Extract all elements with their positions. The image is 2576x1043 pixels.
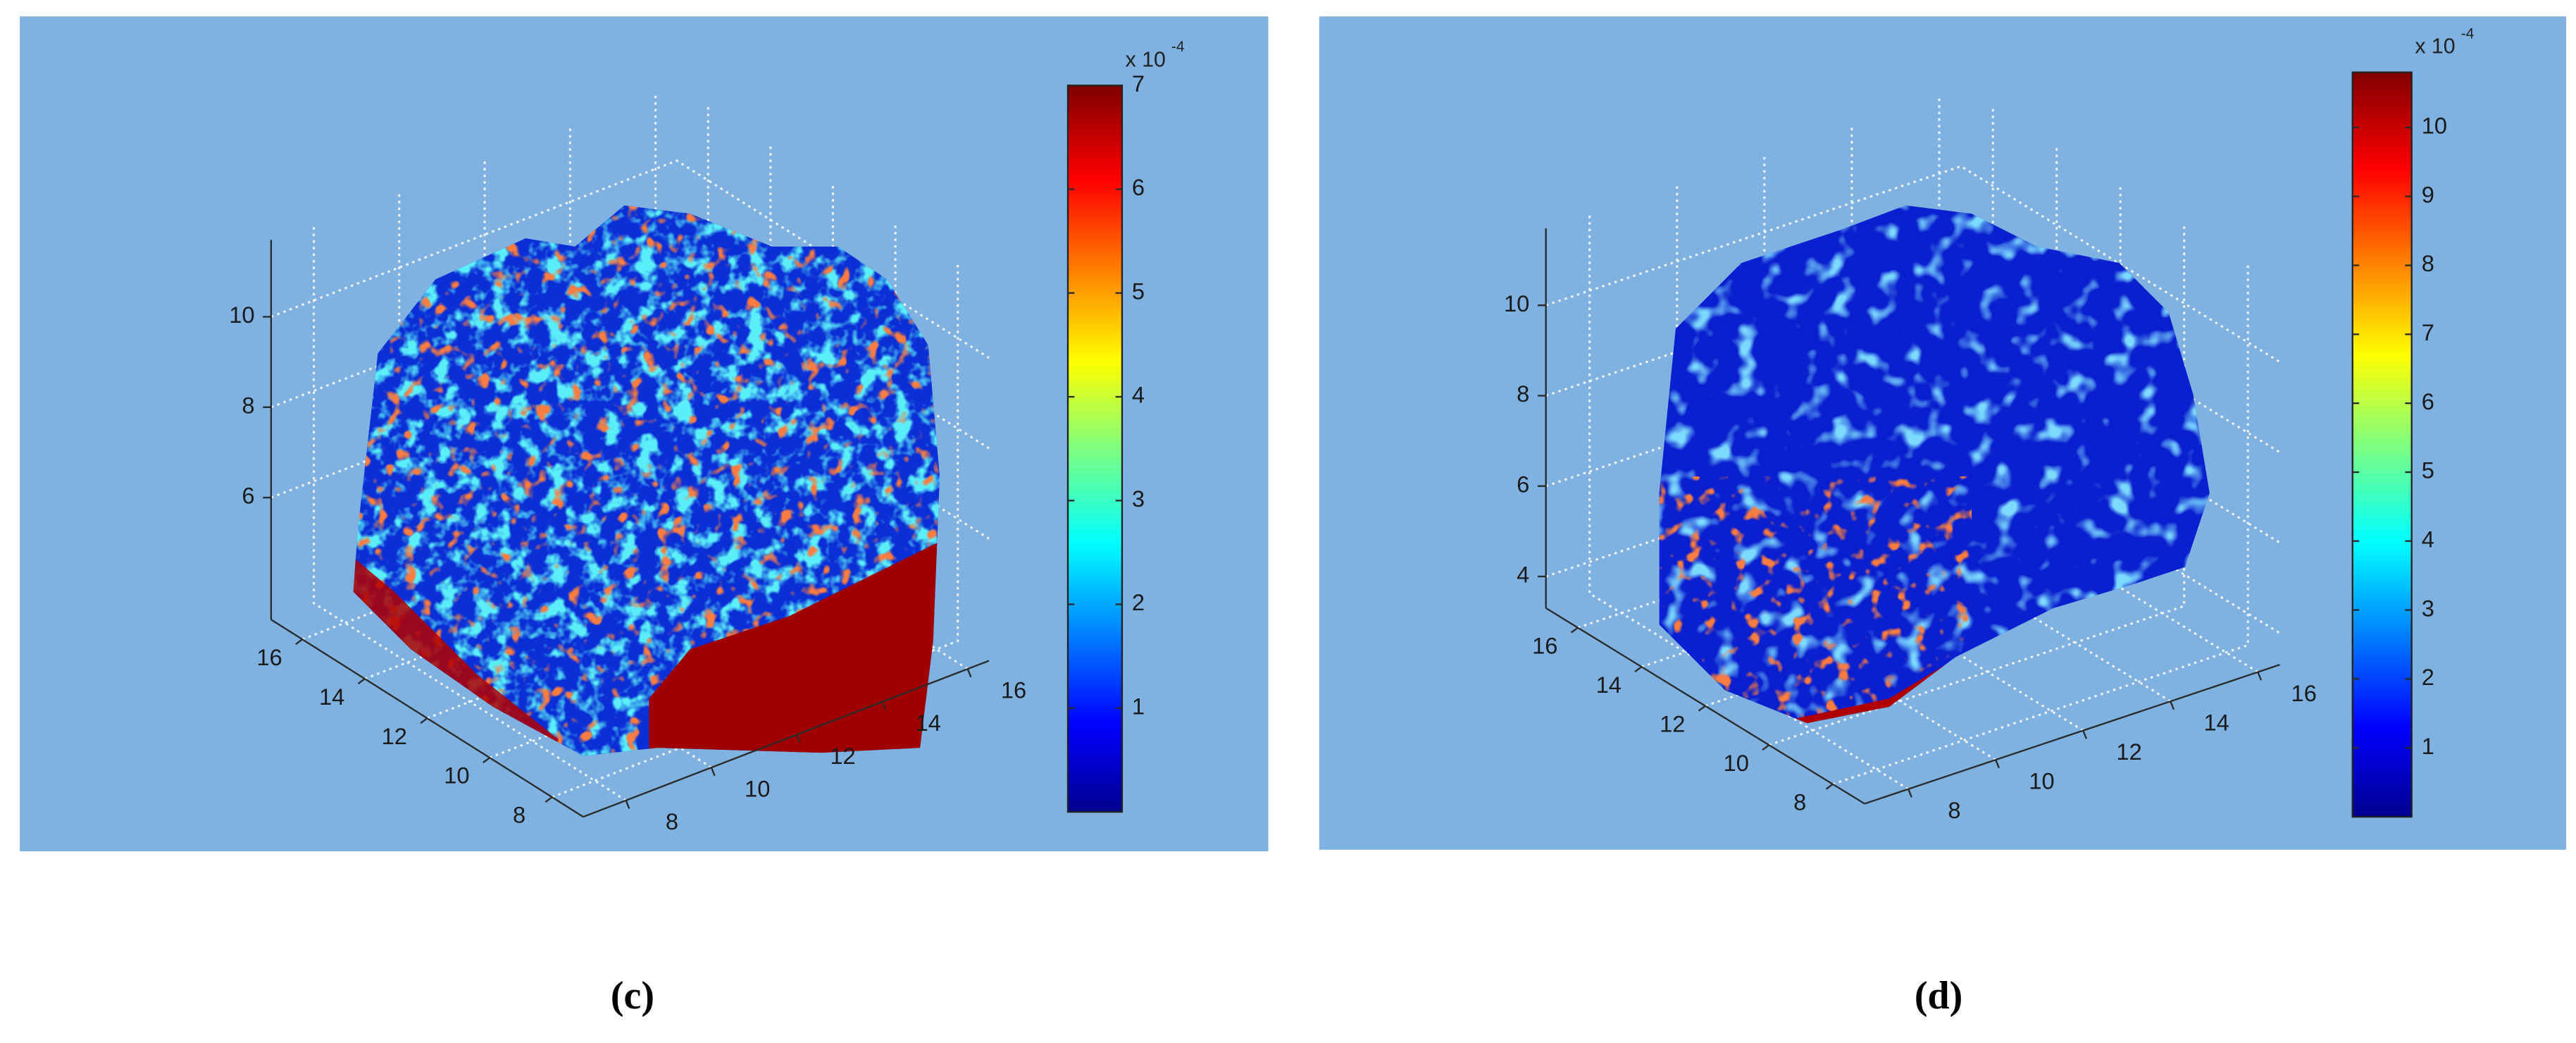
colorbar-multiplier: x 10 xyxy=(1126,48,1166,71)
colorbar-tick-label: 1 xyxy=(2422,733,2434,759)
grid-line xyxy=(313,223,627,802)
colorbar-tick-label: 2 xyxy=(1132,589,1145,615)
y-axis xyxy=(270,619,584,818)
grid-line xyxy=(1768,226,2186,746)
tick-mark xyxy=(796,734,801,743)
tick-mark xyxy=(1995,759,2000,769)
y-tick-label: 12 xyxy=(382,723,407,749)
y-tick-label: 14 xyxy=(319,684,344,710)
colorbar-tick-label: 7 xyxy=(1132,70,1145,97)
y-tick-label: 10 xyxy=(444,763,469,789)
colorbar-tick-label: 7 xyxy=(2422,319,2434,345)
colorbar-tick-label: 3 xyxy=(2422,595,2434,621)
colorbar xyxy=(1066,85,1124,813)
z-tick-label: 6 xyxy=(242,483,254,509)
caption: (c) xyxy=(611,974,654,1018)
y-axis xyxy=(1545,607,1865,805)
x-tick-label: 10 xyxy=(745,775,770,801)
x-tick-label: 8 xyxy=(666,808,678,834)
colorbar xyxy=(2351,71,2413,818)
tick-mark xyxy=(2170,701,2175,710)
x-tick-label: 12 xyxy=(830,743,855,769)
colorbar-tick-label: 3 xyxy=(1132,486,1145,512)
x-axis xyxy=(1864,664,2280,805)
tick-mark xyxy=(1908,789,1912,798)
z-tick-label: 4 xyxy=(1517,562,1529,588)
colorbar-exponent: -4 xyxy=(1171,39,1185,55)
grid-line xyxy=(1545,165,2281,363)
tick-mark xyxy=(483,757,490,764)
colorbar-tick-label: 8 xyxy=(2422,250,2434,276)
x-axis xyxy=(583,660,990,818)
tick-mark xyxy=(625,800,630,809)
z-tick-label: 6 xyxy=(1517,471,1529,497)
colorbar-tick-label: 1 xyxy=(1132,693,1145,719)
tick-mark xyxy=(1825,783,1834,790)
z-tick-label: 10 xyxy=(1504,290,1529,316)
colorbar-tick-label: 5 xyxy=(2422,457,2434,483)
x-tick-label: 8 xyxy=(1948,797,1960,823)
tick-mark xyxy=(545,796,553,803)
colorbar-tick-label: 2 xyxy=(2422,664,2434,690)
z-tick-label: 8 xyxy=(1517,381,1529,407)
caption: (d) xyxy=(1915,974,1962,1018)
tick-mark xyxy=(420,717,428,724)
tick-mark xyxy=(966,668,972,678)
y-tick-label: 12 xyxy=(1660,710,1685,736)
y-tick-label: 8 xyxy=(513,802,525,828)
x-tick-label: 14 xyxy=(916,710,941,736)
colorbar-multiplier: x 10 xyxy=(2415,35,2455,58)
y-tick-label: 16 xyxy=(1532,632,1557,658)
colorbar-tick-label: 6 xyxy=(1132,174,1145,200)
y-tick-label: 16 xyxy=(256,644,282,670)
tick-mark xyxy=(295,638,303,646)
x-tick-label: 16 xyxy=(1001,677,1026,703)
colorbar-tick-label: 5 xyxy=(1132,278,1145,304)
tick-mark xyxy=(1698,705,1706,712)
tick-mark xyxy=(2257,672,2263,681)
tick-mark xyxy=(1570,627,1579,634)
y-tick-label: 8 xyxy=(1793,789,1806,815)
y-tick-label: 14 xyxy=(1596,672,1622,698)
tick-mark xyxy=(881,701,887,710)
x-tick-label: 14 xyxy=(2203,709,2229,735)
colorbar-tick-label: 4 xyxy=(1132,382,1145,408)
colorbar-exponent: -4 xyxy=(2461,26,2475,42)
grid-line xyxy=(270,159,990,359)
z-tick-label: 10 xyxy=(229,302,254,328)
x-tick-label: 12 xyxy=(2116,739,2141,765)
colorbar-tick-label: 9 xyxy=(2422,181,2434,207)
y-tick-label: 10 xyxy=(1724,750,1749,776)
x-tick-label: 16 xyxy=(2291,680,2317,706)
colorbar-tick-label: 6 xyxy=(2422,388,2434,414)
tick-mark xyxy=(1762,744,1770,751)
colorbar-tick-label: 4 xyxy=(2422,526,2434,552)
x-tick-label: 10 xyxy=(2029,767,2054,794)
grid-line xyxy=(1832,265,2249,786)
z-tick-label: 8 xyxy=(242,392,254,418)
tick-mark xyxy=(2082,730,2088,739)
tick-mark xyxy=(710,767,716,777)
tick-mark xyxy=(357,678,366,685)
colorbar-tick-label: 10 xyxy=(2422,112,2447,138)
tick-mark xyxy=(1634,666,1643,673)
